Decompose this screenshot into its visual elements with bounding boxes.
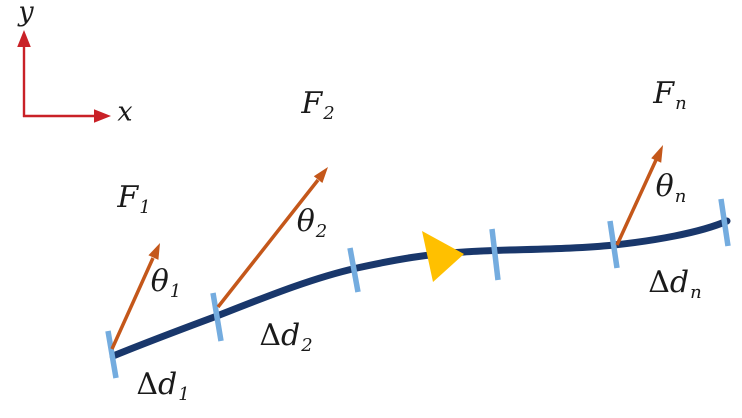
path-direction-marker-icon [422, 231, 464, 282]
segment-tick-3 [347, 247, 361, 293]
angle-label-thetan-sub: n [674, 186, 687, 208]
force-arrow-fn-head-icon [651, 145, 663, 163]
angle-label-thetan: θn [655, 168, 687, 208]
segment-ticks [105, 198, 731, 379]
angle-label-thetan-base: θ [655, 168, 674, 204]
x-axis-label: x [117, 96, 133, 128]
segment-label-d1-sub: 1 [178, 384, 190, 406]
force-label-fn: Fn [653, 75, 687, 115]
force-arrow-f1 [110, 243, 160, 350]
segment-label-dn-delta: Δ [648, 264, 670, 300]
segment-label-d1-delta: Δ [136, 366, 158, 402]
angle-label-theta1: θ1 [150, 263, 182, 303]
angle-label-theta2-sub: 2 [315, 221, 328, 243]
segment-tick-1 [105, 330, 119, 379]
segment-label-dn-sub: n [690, 282, 702, 304]
segment-tick-5 [607, 220, 620, 269]
force-label-fn-sub: n [675, 93, 687, 115]
segment-label-d2-delta: Δ [259, 317, 281, 353]
segment-label-d2-sub: 2 [301, 335, 313, 357]
force-arrow-f2-shaft [216, 178, 320, 309]
angle-label-theta2-base: θ [296, 203, 315, 239]
angle-label-theta1-sub: 1 [169, 281, 182, 303]
y-axis-label: y [18, 0, 34, 28]
segment-tick-4 [489, 228, 501, 281]
segment-label-d2-base: d [281, 317, 301, 353]
force-arrow-f1-shaft [110, 257, 155, 350]
force-arrow-fn-shaft [615, 159, 658, 246]
coordinate-axes [17, 30, 111, 123]
force-label-fn-base: F [653, 75, 675, 111]
segment-tick-2 [210, 292, 224, 342]
segment-label-dn-base: d [669, 264, 690, 300]
segment-label-dn: Δdn [648, 264, 702, 304]
force-arrow-f1-head-icon [148, 243, 160, 260]
angle-label-theta1-base: θ [150, 263, 169, 299]
angle-label-theta2: θ2 [296, 203, 328, 243]
force-label-f2: F2 [301, 85, 335, 125]
x-axis-arrowhead-icon [94, 109, 111, 123]
force-label-f2-base: F [301, 85, 323, 121]
force-arrows [110, 145, 663, 350]
force-label-f2-sub: 2 [323, 103, 335, 125]
force-label-f1-sub: 1 [139, 197, 151, 219]
y-axis-arrowhead-icon [17, 30, 31, 47]
segment-label-d2: Δd2 [259, 317, 313, 357]
displacement-path-curve [109, 217, 731, 360]
force-label-f1-base: F [117, 179, 139, 215]
segment-label-d1: Δd1 [136, 366, 190, 406]
force-arrow-fn [615, 145, 663, 246]
force-arrow-f2 [216, 167, 328, 309]
force-label-f1: F1 [117, 179, 151, 219]
segment-tick-6 [718, 198, 731, 247]
segment-label-d1-base: d [158, 366, 178, 402]
force-arrow-f2-head-icon [313, 167, 328, 183]
